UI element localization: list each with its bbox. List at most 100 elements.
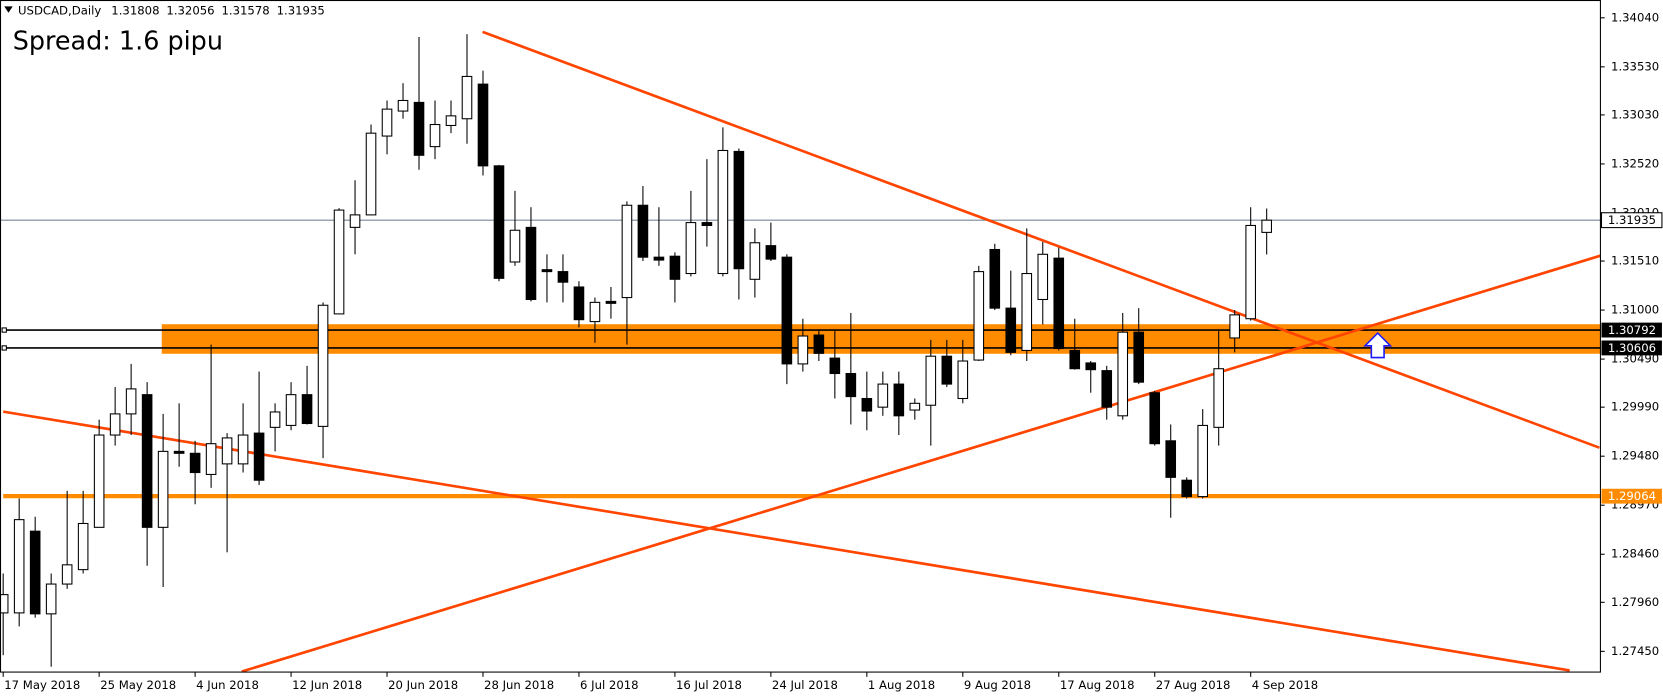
x-tick-label: 17 Aug 2018 bbox=[1060, 678, 1135, 692]
candle-body bbox=[861, 397, 873, 412]
candle-body bbox=[493, 165, 505, 279]
candle-body bbox=[1053, 257, 1065, 350]
candle-body bbox=[1085, 362, 1097, 371]
x-tick-label: 9 Aug 2018 bbox=[964, 678, 1031, 692]
candle-body bbox=[589, 301, 601, 323]
candle-body bbox=[269, 411, 281, 428]
trendline bbox=[241, 254, 1601, 673]
candle-body bbox=[765, 245, 777, 260]
candle-body bbox=[605, 300, 617, 304]
candle-body bbox=[797, 335, 809, 365]
y-tick-label: 1.33530 bbox=[1611, 59, 1659, 73]
candle-body bbox=[349, 214, 361, 228]
candle-body bbox=[829, 357, 841, 375]
candle-body bbox=[1149, 392, 1161, 445]
chart-header: USDCAD,Daily 1.31808 1.32056 1.31578 1.3… bbox=[18, 3, 325, 17]
candle-body bbox=[141, 394, 153, 528]
candles bbox=[0, 34, 1272, 667]
low-price: 1.31578 bbox=[221, 3, 269, 17]
candle-body bbox=[29, 530, 41, 615]
level-label-box bbox=[1601, 322, 1662, 338]
candle-body bbox=[717, 149, 729, 275]
level-label: 1.29064 bbox=[1608, 489, 1656, 503]
x-tick-label: 12 Jun 2018 bbox=[292, 678, 362, 692]
candle-body bbox=[253, 432, 265, 481]
candle-body bbox=[45, 583, 57, 615]
candle-body bbox=[157, 450, 169, 528]
x-tick-label: 6 Jul 2018 bbox=[580, 678, 639, 692]
x-tick-label: 28 Jun 2018 bbox=[484, 678, 554, 692]
y-tick-label: 1.27960 bbox=[1611, 595, 1659, 609]
candle-body bbox=[413, 101, 425, 156]
candle-body bbox=[93, 434, 105, 528]
arrow-icon bbox=[1363, 331, 1393, 359]
y-tick-label: 1.31000 bbox=[1611, 303, 1659, 317]
candle-body bbox=[1261, 219, 1272, 233]
candle-body bbox=[461, 75, 473, 120]
candle-body bbox=[509, 229, 521, 263]
candle-body bbox=[637, 204, 649, 258]
x-tick-label: 20 Jun 2018 bbox=[388, 678, 458, 692]
candle-body bbox=[1117, 331, 1129, 417]
candle-body bbox=[333, 209, 345, 315]
y-tick-label: 1.29480 bbox=[1611, 449, 1659, 463]
symbol: USDCAD,Daily bbox=[18, 3, 101, 17]
level-anchor bbox=[1, 327, 7, 333]
y-tick-label: 1.28460 bbox=[1611, 547, 1659, 561]
candle-body bbox=[893, 383, 905, 417]
candle-body bbox=[237, 434, 249, 465]
candle-body bbox=[445, 115, 457, 127]
x-tick-label: 17 May 2018 bbox=[4, 678, 80, 692]
menu-icon bbox=[4, 6, 13, 13]
candle-body bbox=[541, 269, 553, 273]
candle-body bbox=[989, 248, 1001, 309]
y-tick-label: 1.31510 bbox=[1611, 254, 1659, 268]
y-tick-label: 1.27450 bbox=[1611, 644, 1659, 658]
level-anchor bbox=[1, 345, 7, 351]
y-tick-label: 1.29990 bbox=[1611, 400, 1659, 414]
candle-body bbox=[381, 108, 393, 137]
candle-body bbox=[1069, 349, 1081, 370]
axis: 1.340401.335301.330301.325201.320101.315… bbox=[2, 10, 1663, 692]
price-label-box bbox=[1600, 212, 1663, 229]
candle-body bbox=[621, 204, 633, 299]
candle-body bbox=[1021, 272, 1033, 351]
candle-body bbox=[173, 450, 185, 454]
level-label: 1.30606 bbox=[1608, 341, 1656, 355]
x-tick-label: 4 Jun 2018 bbox=[196, 678, 259, 692]
candle-body bbox=[429, 123, 441, 148]
candle-body bbox=[653, 256, 665, 261]
candle-body bbox=[733, 150, 745, 270]
candle-body bbox=[1213, 368, 1225, 428]
candle-body bbox=[125, 388, 137, 415]
candle-body bbox=[1101, 370, 1113, 408]
x-tick-label: 25 May 2018 bbox=[100, 678, 176, 692]
candle-body bbox=[909, 402, 921, 411]
candle-body bbox=[813, 334, 825, 354]
candle-body bbox=[1245, 224, 1256, 320]
candle-body bbox=[557, 271, 569, 283]
candle-body bbox=[877, 383, 889, 408]
candle-body bbox=[669, 255, 681, 280]
candle-body bbox=[189, 452, 201, 474]
y-tick-label: 1.33030 bbox=[1611, 107, 1659, 121]
plot-frame bbox=[0, 0, 1601, 673]
candle-body bbox=[477, 83, 489, 167]
candle-body bbox=[205, 443, 217, 475]
open-price: 1.31808 bbox=[111, 3, 159, 17]
candle-body bbox=[781, 256, 793, 365]
candle-body bbox=[1197, 424, 1209, 498]
x-tick-label: 1 Aug 2018 bbox=[868, 678, 935, 692]
x-tick-label: 16 Jul 2018 bbox=[676, 678, 742, 692]
trendline bbox=[482, 30, 1600, 449]
candle-body bbox=[1133, 331, 1145, 383]
candle-body bbox=[749, 242, 761, 280]
price-label: 1.31935 bbox=[1608, 213, 1656, 227]
candle-body bbox=[957, 360, 969, 400]
candle-body bbox=[525, 226, 537, 301]
close-price: 1.31935 bbox=[277, 3, 325, 17]
level-label-box bbox=[1601, 488, 1662, 504]
